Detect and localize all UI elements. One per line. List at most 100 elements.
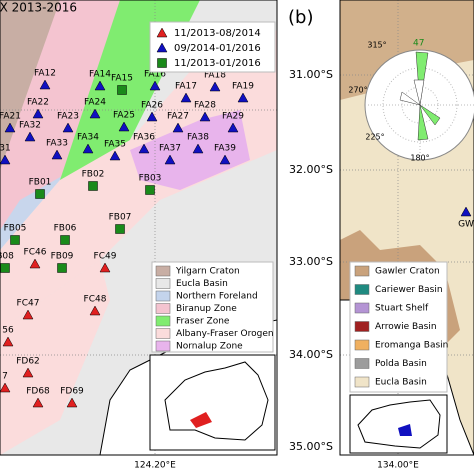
station-marker (209, 81, 221, 92)
legend-swatch (155, 315, 171, 327)
station-label: FA33 (46, 139, 68, 149)
station-marker (4, 122, 16, 133)
legend-swatch (354, 321, 370, 332)
station-label: FC47 (17, 299, 40, 309)
station-label: B08 (0, 252, 14, 262)
station-label: FA27 (167, 112, 189, 122)
station-marker (149, 80, 161, 91)
station-marker (2, 336, 14, 347)
legend-label: Eucla Basin (375, 378, 427, 388)
legend-marker (157, 58, 167, 68)
station-marker (460, 206, 472, 217)
station-marker (89, 305, 101, 316)
station-label: FC48 (84, 295, 107, 305)
station-marker (10, 235, 20, 245)
station-marker (199, 111, 211, 122)
station-label: FA36 (133, 133, 155, 143)
legend-swatch (354, 265, 370, 277)
legend-label: Polda Basin (375, 359, 427, 369)
station-label: GW13 (304, 238, 331, 248)
station-label: FA15 (111, 74, 133, 84)
legend-label: 11/2013-08/2014 (174, 28, 261, 39)
rose-peak-label: 47 (413, 39, 424, 49)
x-axis-label: 134.00°E (377, 461, 419, 471)
legend-label: Albany-Fraser Orogen (176, 329, 274, 339)
legend-marker (156, 42, 168, 53)
legend-swatch (354, 339, 370, 351)
station-label: FA19 (232, 82, 254, 92)
panel-label: (b) (288, 7, 313, 28)
legend-label: Nornalup Zone (176, 342, 243, 352)
rose-label: 270° (348, 86, 367, 95)
rose-diagram (364, 49, 474, 161)
legend-swatch (155, 303, 171, 314)
legend-label: Northern Foreland (176, 292, 258, 302)
legend-label: Gawler Craton (375, 267, 440, 277)
station-label: FB09 (51, 252, 74, 262)
legend-label: 09/2014-01/2016 (174, 43, 261, 54)
station-legend (149, 21, 276, 73)
station-marker (0, 382, 11, 393)
station-marker (164, 154, 176, 165)
station-marker (237, 92, 249, 103)
station-marker (51, 149, 63, 160)
station-marker (22, 309, 34, 320)
station-marker (35, 189, 45, 199)
station-label: FD69 (60, 387, 84, 397)
station-label: FC46 (24, 248, 47, 258)
legend-marker (156, 27, 168, 38)
station-marker (117, 85, 127, 95)
inset-b (349, 394, 448, 454)
frame-a (0, 0, 278, 456)
station-label: FA12 (34, 69, 56, 79)
station-marker (62, 122, 74, 133)
station-marker (24, 131, 36, 142)
station-marker (227, 122, 239, 133)
station-label: FB01 (29, 178, 52, 188)
station-marker (180, 92, 192, 103)
station-label: FA35 (104, 140, 126, 150)
station-label: FA28 (194, 101, 216, 111)
station-label: FA25 (113, 111, 135, 121)
station-label: FB02 (82, 170, 105, 180)
legend-swatch (155, 265, 171, 277)
legend-label: Yilgarn Craton (175, 267, 240, 277)
legend-label: Cariewer Basin (375, 285, 443, 295)
station-marker (0, 154, 11, 165)
frame-b (339, 0, 474, 456)
station-marker (115, 224, 125, 234)
station-label: FB07 (109, 213, 132, 223)
station-label: FD62 (16, 357, 40, 367)
station-label: FA22 (27, 98, 49, 108)
y-axis-label: 32.00°S (289, 163, 333, 176)
station-marker (192, 143, 204, 154)
station-marker (99, 262, 111, 273)
legend-swatch (354, 284, 370, 295)
y-axis-label: 35.00°S (289, 440, 333, 453)
station-marker (219, 154, 231, 165)
station-marker (22, 367, 34, 378)
station-marker (66, 397, 78, 408)
station-marker (313, 225, 323, 234)
legend-label: Stuart Shelf (375, 304, 429, 314)
station-label: FA37 (159, 144, 181, 154)
station-marker (88, 181, 98, 191)
station-label: FA38 (187, 133, 209, 143)
rose-label: 180° (410, 154, 429, 163)
station-label: FA21 (0, 112, 21, 122)
station-marker (29, 258, 41, 269)
station-marker (172, 122, 184, 133)
y-axis-label: 34.00°S (289, 348, 333, 361)
inset-a (149, 354, 276, 451)
legend-label: Fraser Zone (176, 317, 230, 327)
station-label: 56 (2, 326, 14, 336)
y-axis-label: 31.00°S (289, 68, 333, 81)
station-marker (32, 397, 44, 408)
station-marker (0, 263, 10, 273)
station-marker (109, 150, 121, 161)
station-label: FA29 (222, 112, 244, 122)
station-label: FA39 (214, 144, 236, 154)
rose-label: 315° (367, 41, 386, 50)
station-label: FA16 (144, 70, 166, 80)
